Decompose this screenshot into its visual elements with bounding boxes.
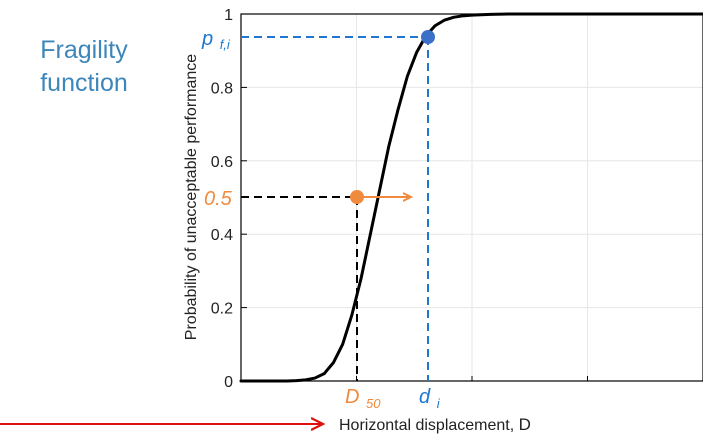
curve-layer xyxy=(239,12,703,383)
y-tick-label-3: 0.6 xyxy=(211,154,233,171)
design-y-label-main: p xyxy=(201,28,213,50)
fragility-curve-line xyxy=(239,12,703,383)
design-x-label: d i xyxy=(419,386,441,411)
y-tick-label-5: 1 xyxy=(224,7,233,24)
y-axis-label: Probability of unacceptable performance xyxy=(183,54,200,340)
y-tick-label-1: 0.2 xyxy=(211,301,233,318)
title-line-2: function xyxy=(40,69,128,97)
design-x-label-main: d xyxy=(419,386,431,408)
y-tick-label-4: 0.8 xyxy=(211,80,233,97)
x-axis-label-main: Horizontal displacement, xyxy=(339,417,519,434)
y-tick-label-2: 0.4 xyxy=(211,227,233,244)
design-y-label: p f,i xyxy=(201,28,231,52)
chart-gridlines xyxy=(241,14,703,381)
y-axis-ticks: 0 0.2 0.4 0.6 0.8 1 xyxy=(211,7,247,391)
median-y-label: 0.5 xyxy=(204,188,233,210)
design-y-label-sub: f,i xyxy=(220,37,231,52)
median-x-label: D 50 xyxy=(345,386,381,411)
title-line-1: Fragility xyxy=(40,36,128,64)
x-axis-label: Horizontal displacement, D xyxy=(339,415,531,434)
median-x-label-sub: 50 xyxy=(366,396,381,411)
x-axis-label-var: D xyxy=(519,415,531,434)
y-tick-label-0: 0 xyxy=(224,374,233,391)
design-point xyxy=(421,30,435,44)
fragility-function-title: Fragility function xyxy=(16,34,152,100)
median-point xyxy=(350,190,364,204)
median-x-label-main: D xyxy=(345,386,359,408)
design-x-label-sub: i xyxy=(437,396,441,411)
